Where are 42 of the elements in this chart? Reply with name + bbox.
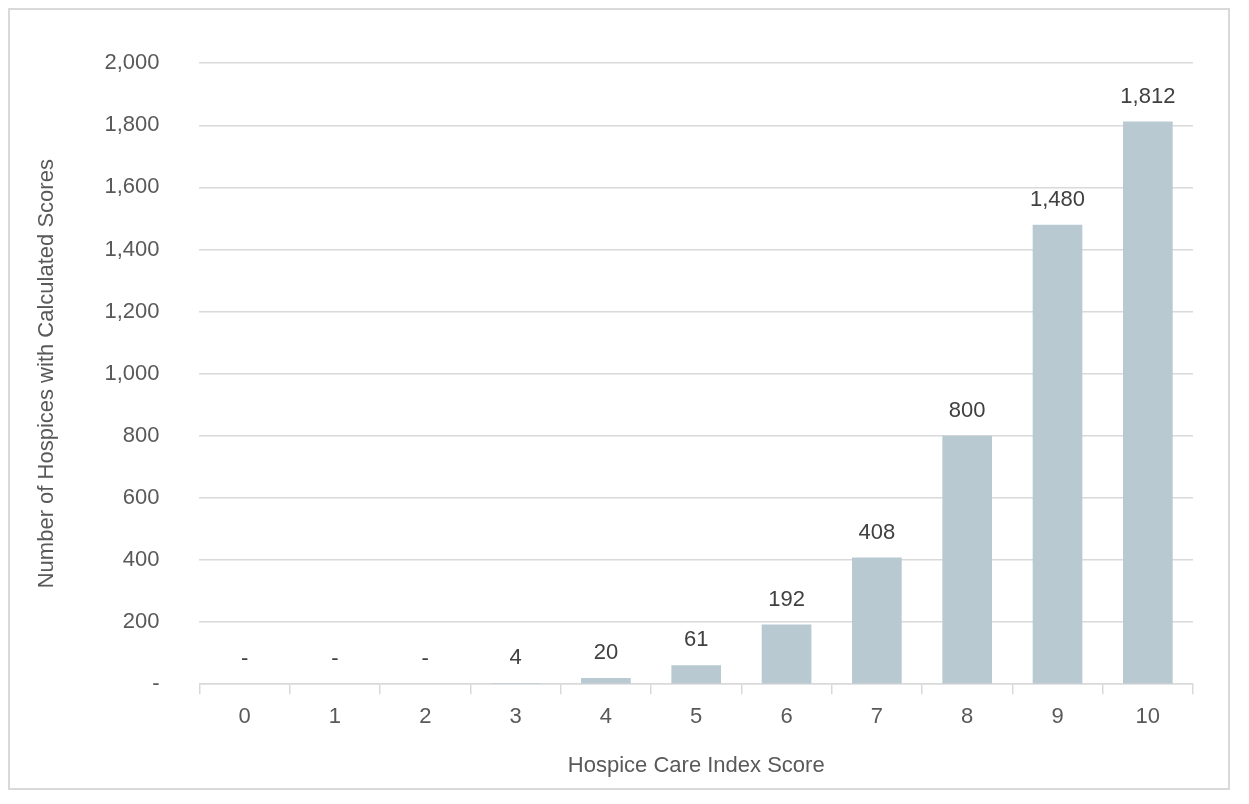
data-label: 192 [768, 585, 805, 611]
data-label: - [331, 645, 339, 671]
x-tick-label: 2 [419, 703, 432, 729]
y-tick-label: 1,200 [104, 297, 160, 323]
data-label: 408 [858, 518, 896, 544]
y-tick-label: 1,600 [104, 173, 160, 199]
x-tick-label: 0 [238, 703, 251, 729]
y-tick-label: 800 [122, 421, 160, 447]
x-tick-label: 9 [1051, 703, 1064, 729]
data-label: 1,812 [1120, 82, 1176, 108]
y-tick-label: 2,000 [104, 49, 160, 75]
bar [581, 677, 631, 684]
y-tick-label: 1,400 [104, 235, 160, 261]
x-tick-label: 8 [961, 703, 974, 729]
y-tick-label: 1,800 [104, 111, 160, 137]
x-tick-label: 1 [328, 703, 342, 729]
data-label: - [240, 645, 249, 671]
bar [761, 624, 812, 684]
data-label: - [421, 645, 429, 671]
data-label: 20 [593, 639, 619, 665]
data-label: 1,480 [1029, 185, 1086, 211]
x-tick-label: 7 [870, 703, 883, 729]
y-tick-label: - [152, 670, 160, 696]
x-axis-title: Hospice Care Index Score [567, 751, 825, 777]
y-tick-label: 1,000 [104, 359, 160, 385]
y-tick-label: 200 [122, 608, 160, 634]
bar [852, 557, 902, 684]
bar [1032, 224, 1083, 684]
x-tick-label: 10 [1135, 703, 1161, 729]
bar [942, 435, 993, 684]
x-tick-label: 5 [690, 703, 703, 729]
data-label: 61 [683, 626, 709, 652]
x-tick-label: 4 [599, 703, 613, 729]
bar [671, 665, 722, 684]
y-tick-label: 600 [122, 483, 160, 509]
x-tick-label: 3 [509, 703, 522, 729]
x-tick-label: 6 [780, 703, 793, 729]
bar [1123, 121, 1173, 684]
y-axis-title: Number of Hospices with Calculated Scores [33, 159, 59, 589]
y-tick-label: 400 [122, 546, 160, 572]
data-label: 800 [948, 396, 986, 422]
data-label: 4 [509, 644, 522, 670]
